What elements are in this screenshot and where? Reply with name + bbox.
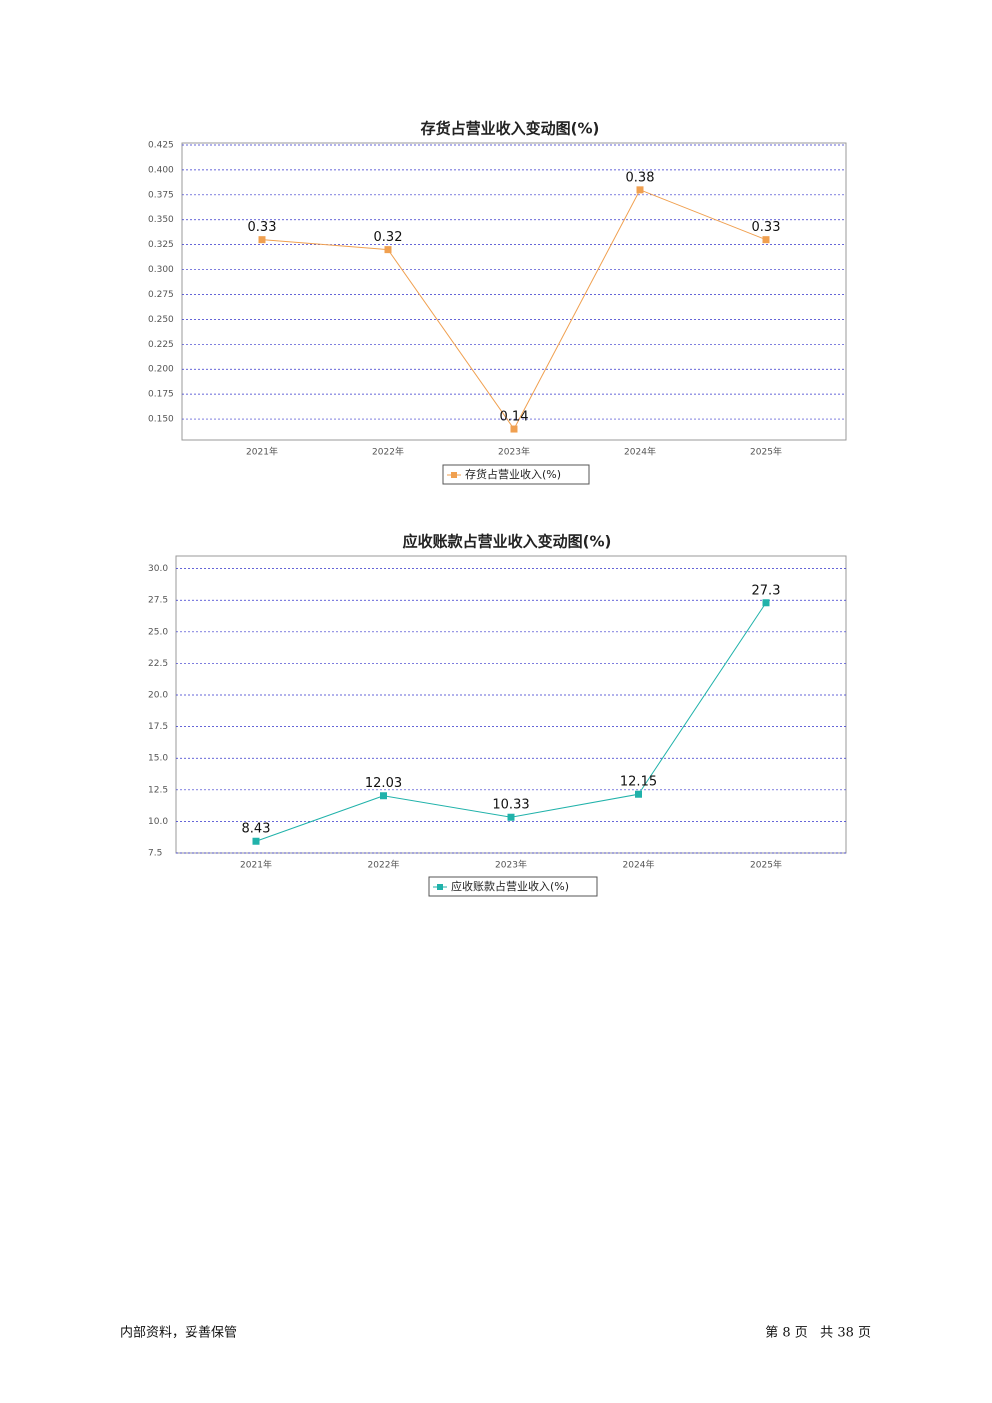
y-tick-label: 0.350 xyxy=(148,215,174,225)
plot-area xyxy=(175,555,847,854)
x-tick-label: 2022年 xyxy=(372,446,404,458)
y-tick-label: 17.5 xyxy=(148,722,168,732)
x-tick-label: 2022年 xyxy=(368,859,400,871)
footer-page: 第 8 页 共 38 页 xyxy=(765,1326,871,1341)
y-tick-label: 15.0 xyxy=(148,754,168,764)
footer-left: 内部资料，妥善保管 xyxy=(120,1325,237,1341)
y-tick-label: 0.425 xyxy=(148,140,174,150)
x-tick-label: 2025年 xyxy=(750,446,782,458)
legend-label: 存货占营业收入(%) xyxy=(465,467,561,481)
value-label: 12.15 xyxy=(620,775,657,790)
y-tick-label: 0.275 xyxy=(148,290,174,300)
value-label: 0.33 xyxy=(248,220,277,235)
y-tick-label: 0.175 xyxy=(148,390,174,400)
chart-title: 应收账款占营业收入变动图(%) xyxy=(403,533,612,551)
y-tick-label: 25.0 xyxy=(148,627,168,637)
point xyxy=(762,236,770,244)
point xyxy=(258,236,266,244)
value-label: 10.33 xyxy=(492,798,529,813)
y-tick-label: 0.400 xyxy=(148,165,174,175)
x-tick-label: 2023年 xyxy=(495,859,527,871)
chart-title: 存货占营业收入变动图(%) xyxy=(421,120,600,138)
y-tick-label: 10.0 xyxy=(148,817,168,827)
y-tick-label: 0.250 xyxy=(148,315,174,325)
x-tick-label: 2024年 xyxy=(623,859,655,871)
y-tick-label: 30.0 xyxy=(148,564,168,574)
legend-marker xyxy=(451,472,457,478)
x-tick-label: 2023年 xyxy=(498,446,530,458)
legend-label: 应收账款占营业收入(%) xyxy=(451,879,569,893)
x-tick-label: 2024年 xyxy=(624,446,656,458)
point xyxy=(510,425,518,433)
value-label: 0.32 xyxy=(374,230,403,245)
legend-box xyxy=(442,464,590,485)
point xyxy=(762,599,770,607)
y-tick-label: 0.325 xyxy=(148,240,174,250)
y-tick-label: 7.5 xyxy=(148,849,162,859)
y-tick-label: 12.5 xyxy=(148,785,168,795)
x-tick-label: 2025年 xyxy=(750,859,782,871)
value-label: 27.3 xyxy=(752,583,781,598)
y-tick-label: 20.0 xyxy=(148,691,168,701)
y-tick-label: 0.375 xyxy=(148,190,174,200)
y-tick-label: 27.5 xyxy=(148,596,168,606)
point xyxy=(635,790,642,798)
y-tick-label: 0.300 xyxy=(148,265,174,275)
point xyxy=(636,186,644,194)
value-label: 0.38 xyxy=(626,170,655,185)
x-tick-label: 2021年 xyxy=(240,859,272,871)
x-tick-label: 2021年 xyxy=(246,446,278,458)
y-tick-label: 0.200 xyxy=(148,365,174,375)
legend-box xyxy=(428,876,598,897)
value-label: 8.43 xyxy=(242,822,271,837)
value-label: 0.14 xyxy=(500,410,529,425)
value-label: 12.03 xyxy=(365,776,402,791)
value-label: 0.33 xyxy=(752,220,781,235)
point xyxy=(384,246,392,254)
y-tick-label: 0.150 xyxy=(148,415,174,425)
point xyxy=(252,837,260,845)
plot-area xyxy=(181,142,847,441)
point xyxy=(507,813,515,821)
y-tick-label: 0.225 xyxy=(148,340,174,350)
legend-marker xyxy=(437,884,443,890)
point xyxy=(380,792,387,800)
y-tick-label: 22.5 xyxy=(148,659,168,669)
